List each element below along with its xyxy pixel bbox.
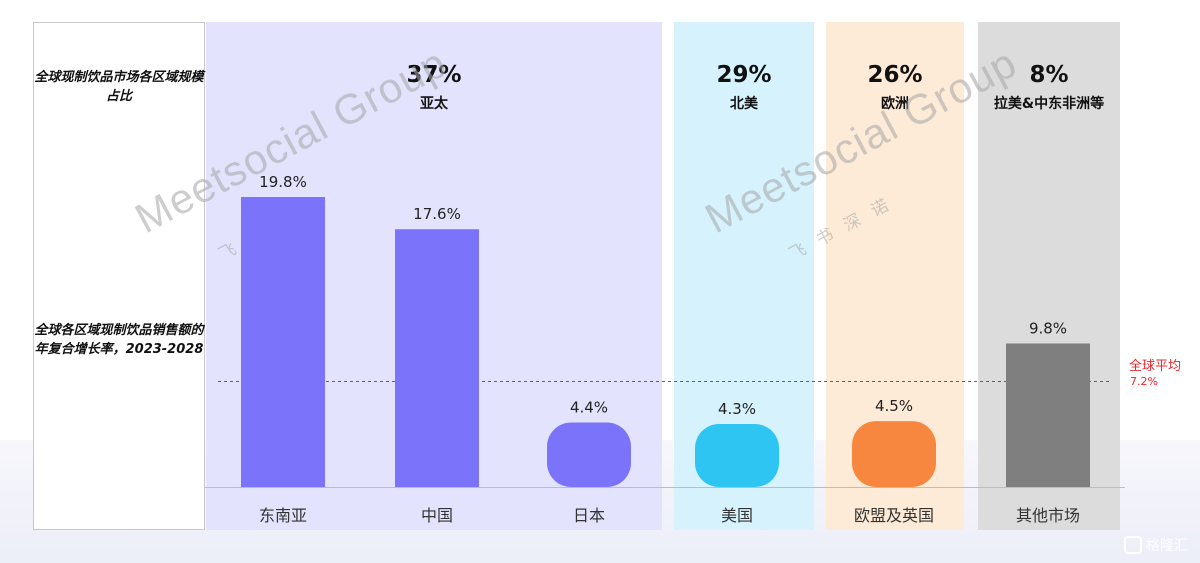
bar-其他市场 [1006,343,1090,487]
region-name: 欧洲 [881,96,909,112]
region-share: 8% [1029,62,1069,88]
logo-text: 格隆汇 [1146,538,1188,554]
category-tick-label: 中国 [421,506,453,525]
bar-value-label: 4.4% [570,399,608,417]
category-tick-label: 欧盟及英国 [854,506,934,525]
average-line-value: 7.2% [1130,375,1158,388]
bar-美国 [695,424,779,487]
cagr-row-label: 全球各区域现制饮品销售额的年复合增长率，2023-2028 [34,323,204,357]
average-line-label: 全球平均 [1129,359,1182,374]
region-share: 26% [867,62,923,88]
bar-欧盟及英国 [852,421,936,487]
bar-value-label: 19.8% [259,173,307,191]
bar-中国 [395,229,479,487]
bar-日本 [547,422,631,487]
category-tick-label: 美国 [721,506,753,525]
region-name: 亚太 [420,96,448,112]
region-name: 拉美&中东非洲等 [993,96,1105,112]
corner-logo: 格隆汇 [1124,535,1188,555]
region-share: 29% [716,62,772,88]
bar-value-label: 4.3% [718,400,756,418]
bar-value-label: 9.8% [1029,319,1067,337]
bar-东南亚 [241,197,325,487]
share-row-label: 全球现制饮品市场各区域规模占比 [34,70,204,104]
bar-value-label: 17.6% [413,205,461,223]
category-tick-label: 日本 [573,506,605,525]
region-name: 北美 [730,96,758,112]
category-tick-label: 东南亚 [259,506,307,525]
label-panel: 全球现制饮品市场各区域规模占比 全球各区域现制饮品销售额的年复合增长率，2023… [33,22,205,530]
bar-value-label: 4.5% [875,397,913,415]
region-share: 37% [406,62,462,88]
x-axis-baseline [205,487,1125,488]
logo-icon [1124,536,1142,554]
category-tick-label: 其他市场 [1016,506,1080,525]
